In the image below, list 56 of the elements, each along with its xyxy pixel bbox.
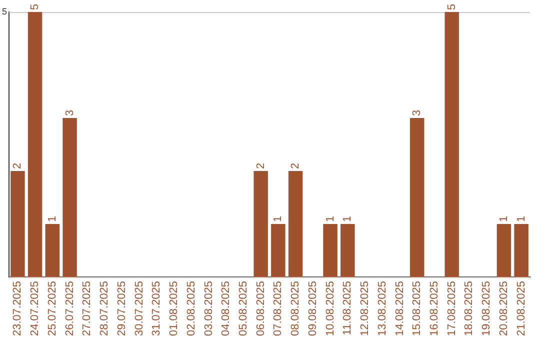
x-tick-label: 10.08.2025	[324, 280, 336, 336]
x-tick-label: 09.08.2025	[306, 280, 319, 336]
data-label: 1	[324, 216, 336, 222]
x-tick-label: 24.07.2025	[29, 280, 42, 336]
x-tick-label: 13.08.2025	[376, 280, 388, 336]
bar	[410, 118, 424, 277]
data-label: 5	[29, 4, 42, 10]
x-tick-label: 30.07.2025	[133, 280, 146, 336]
data-label: 1	[498, 216, 510, 222]
data-label: 2	[254, 162, 267, 169]
x-tick-label: 18.08.2025	[463, 280, 476, 336]
x-tick-label: 05.08.2025	[237, 280, 250, 336]
bar	[444, 12, 459, 277]
data-label: 1	[272, 216, 284, 222]
x-tick-label: 06.08.2025	[254, 280, 267, 336]
x-tick-label: 15.08.2025	[411, 280, 424, 336]
x-tick-label: 31.07.2025	[150, 280, 163, 336]
x-tick-label: 19.08.2025	[480, 280, 493, 336]
data-label: 1	[342, 216, 354, 222]
x-tick-label: 23.07.2025	[12, 280, 24, 336]
data-label: 2	[12, 162, 24, 169]
data-label: 2	[290, 162, 302, 169]
bar	[340, 224, 355, 277]
bar	[496, 224, 512, 277]
x-tick-label: 17.08.2025	[446, 280, 458, 336]
data-label: 1	[46, 216, 58, 222]
x-tick-label: 02.08.2025	[185, 280, 198, 336]
bar	[10, 170, 25, 277]
bar	[62, 118, 77, 277]
x-tick-label: 11.08.2025	[342, 280, 354, 336]
x-tick-label: 03.08.2025	[202, 280, 215, 336]
bar	[254, 170, 268, 277]
data-label: 3	[411, 110, 424, 116]
x-tick-label: 16.08.2025	[428, 280, 441, 336]
x-tick-label: 28.07.2025	[98, 280, 111, 336]
x-tick-label: 07.08.2025	[272, 280, 284, 336]
x-tick-label: 29.07.2025	[116, 280, 128, 336]
x-tick-label: 26.07.2025	[64, 280, 76, 336]
x-tick-label: 14.08.2025	[394, 280, 406, 336]
data-label: 5	[446, 4, 458, 10]
x-tick-label: 21.08.2025	[515, 280, 528, 336]
bar	[45, 224, 60, 277]
bar	[514, 224, 528, 277]
data-label: 1	[515, 216, 528, 222]
x-tick-label: 01.08.2025	[168, 280, 180, 336]
x-tick-label: 25.07.2025	[46, 280, 58, 336]
x-tick-label: 08.08.2025	[290, 280, 302, 336]
x-tick-label: 27.07.2025	[81, 280, 94, 336]
bar	[323, 224, 338, 277]
x-tick-label: 04.08.2025	[220, 280, 232, 336]
x-tick-label: 12.08.2025	[359, 280, 372, 336]
data-label: 3	[64, 110, 76, 116]
x-tick-label: 20.08.2025	[498, 280, 510, 336]
bar	[28, 12, 42, 277]
bar	[271, 224, 286, 277]
bar	[288, 170, 303, 277]
